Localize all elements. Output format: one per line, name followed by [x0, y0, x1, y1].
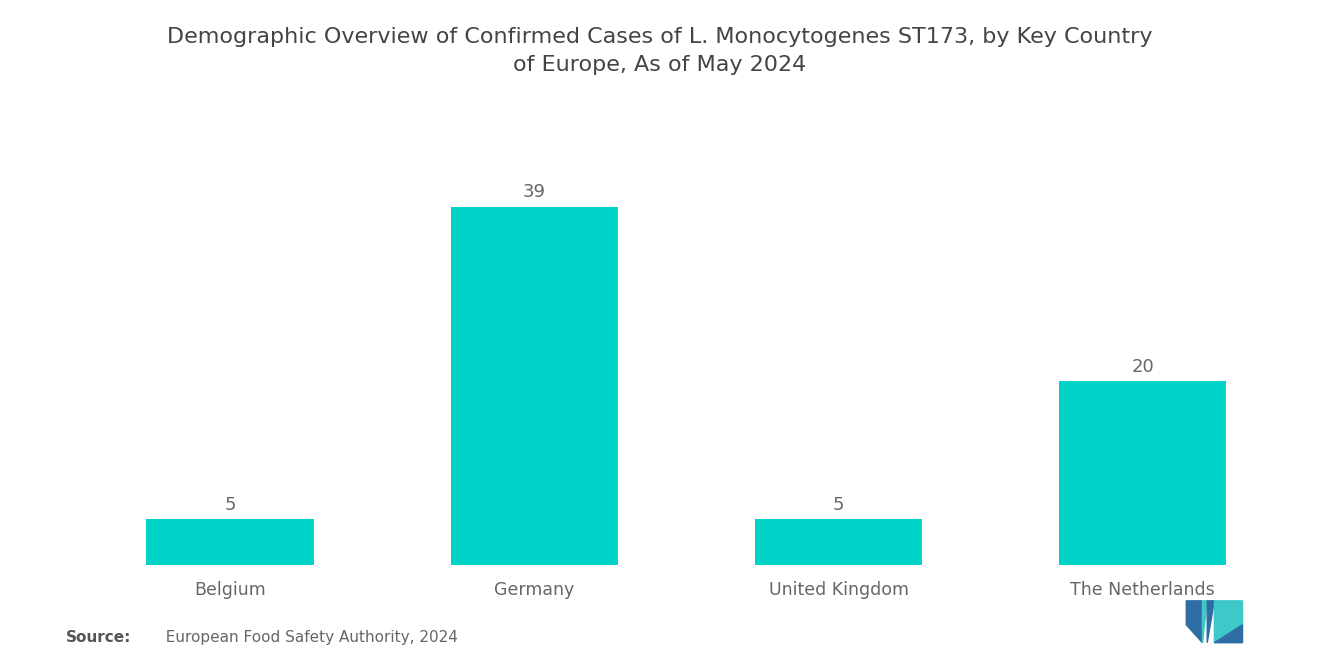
Polygon shape — [1214, 625, 1242, 642]
Bar — [450, 207, 618, 565]
Text: 5: 5 — [224, 495, 236, 514]
Bar — [147, 519, 314, 565]
Polygon shape — [1187, 601, 1203, 642]
Text: 5: 5 — [833, 495, 845, 514]
Text: European Food Safety Authority, 2024: European Food Safety Authority, 2024 — [156, 630, 458, 645]
Polygon shape — [1203, 601, 1208, 642]
Bar — [1059, 381, 1226, 565]
Bar — [755, 519, 923, 565]
Text: Source:: Source: — [66, 630, 132, 645]
Text: Demographic Overview of Confirmed Cases of L. Monocytogenes ST173, by Key Countr: Demographic Overview of Confirmed Cases … — [168, 27, 1152, 74]
Polygon shape — [1208, 601, 1214, 642]
Text: 39: 39 — [523, 183, 545, 201]
Polygon shape — [1214, 601, 1242, 642]
Text: 20: 20 — [1131, 358, 1154, 376]
